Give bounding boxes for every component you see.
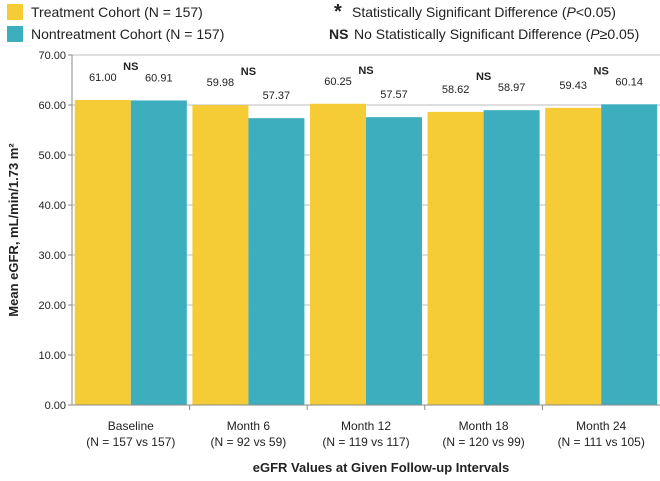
legend-sig-text-pre: Statistically Significant Difference ( [352, 4, 567, 20]
legend-ns-text: No Statistically Significant Difference … [354, 26, 639, 42]
x-tick-label: Month 12 [341, 419, 391, 433]
significance-label: NS [358, 65, 373, 77]
bar [427, 111, 484, 406]
x-tick-label: Month 18 [459, 419, 509, 433]
legend-label-treatment: Treatment Cohort (N = 157) [31, 4, 203, 20]
legend-swatch-nontreatment [7, 26, 23, 42]
bar [601, 104, 658, 406]
significance-label: NS [123, 61, 138, 73]
x-tick-sublabel: (N = 120 vs 99) [442, 435, 524, 449]
bar-value-label: 59.43 [559, 80, 587, 92]
bar-value-label: 57.57 [380, 89, 408, 101]
bar-value-label: 58.62 [442, 84, 470, 96]
bar [545, 107, 602, 405]
bar [310, 103, 366, 405]
legend-sig-text: Statistically Significant Difference (P<… [352, 4, 616, 20]
bar [483, 110, 540, 406]
bar [74, 100, 131, 405]
significance-label: NS [476, 71, 491, 83]
bar-value-label: 60.25 [324, 76, 352, 88]
legend-ns-text-p: P [590, 26, 600, 42]
bar-value-label: 58.97 [498, 82, 526, 94]
x-tick-sublabel: (N = 92 vs 59) [211, 435, 287, 449]
y-tick-label: 30.00 [38, 250, 66, 262]
x-tick-label: Month 6 [227, 419, 271, 433]
x-axis-label: eGFR Values at Given Follow-up Intervals [253, 460, 509, 475]
y-tick-label: 40.00 [38, 200, 66, 212]
y-axis-label: Mean eGFR, mL/min/1.73 m² [6, 143, 21, 317]
legend-ns-text-post: ≥0.05) [599, 26, 640, 42]
y-tick-label: 70.00 [38, 50, 66, 62]
y-tick-label: 60.00 [38, 100, 66, 112]
legend-sig-symbol: * [334, 1, 342, 23]
legend-sig-text-p: P [566, 4, 576, 20]
x-tick-sublabel: (N = 111 vs 105) [558, 435, 645, 449]
legend-ns-text-pre: No Statistically Significant Difference … [354, 26, 591, 42]
bar [366, 117, 422, 406]
y-tick-label: 50.00 [38, 150, 66, 162]
x-tick-sublabel: (N = 119 vs 117) [322, 435, 409, 449]
bar-value-label: 60.91 [145, 72, 173, 84]
y-tick-label: 10.00 [38, 350, 66, 362]
x-tick-label: Month 24 [576, 419, 626, 433]
bar-value-label: 60.14 [615, 76, 643, 88]
legend-sig-text-post: <0.05) [575, 4, 616, 20]
significance-label: NS [241, 66, 256, 78]
bar-value-label: 57.37 [263, 90, 291, 102]
legend-label-nontreatment: Nontreatment Cohort (N = 157) [31, 26, 225, 42]
y-tick-label: 20.00 [38, 300, 66, 312]
y-tick-label: 0.00 [45, 400, 66, 412]
bar [248, 118, 305, 406]
x-tick-sublabel: (N = 157 vs 157) [86, 435, 175, 449]
bar [130, 100, 187, 405]
bar [192, 105, 249, 405]
x-tick-label: Baseline [108, 419, 154, 433]
significance-label: NS [594, 65, 609, 77]
bar-value-label: 61.00 [89, 72, 117, 84]
legend-ns-symbol: NS [329, 26, 349, 42]
legend-swatch-treatment [7, 4, 23, 20]
bar-value-label: 59.98 [207, 77, 235, 89]
